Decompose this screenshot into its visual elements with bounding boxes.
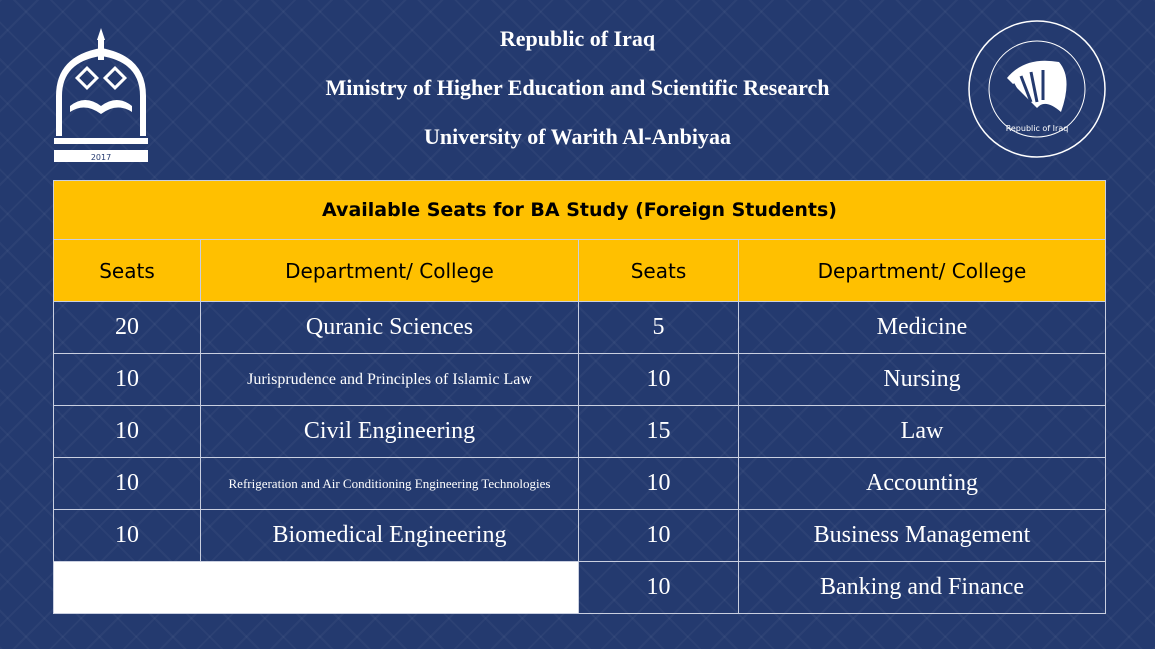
seats-table: Available Seats for BA Study (Foreign St… [53, 180, 1106, 614]
department-cell: Banking and Finance [738, 561, 1106, 614]
seats-cell: 15 [578, 405, 739, 458]
table-row: 10 Biomedical Engineering 10 Business Ma… [53, 509, 1106, 562]
header-ministry: Ministry of Higher Education and Scienti… [325, 75, 830, 100]
header-university: University of Warith Al-Anbiyaa [423, 124, 731, 149]
table-row: 10 Jurisprudence and Principles of Islam… [53, 353, 1106, 406]
department-cell: Jurisprudence and Principles of Islamic … [200, 353, 579, 406]
department-cell: Law [738, 405, 1106, 458]
department-cell: Refrigeration and Air Conditioning Engin… [200, 457, 579, 510]
seats-cell: 5 [578, 301, 739, 354]
table-row: 10 Refrigeration and Air Conditioning En… [53, 457, 1106, 510]
svg-text:2017: 2017 [91, 153, 111, 162]
seats-cell: 10 [53, 405, 201, 458]
department-cell: Accounting [738, 457, 1106, 510]
header-country: Republic of Iraq [499, 26, 656, 51]
department-cell: Nursing [738, 353, 1106, 406]
seats-cell: 10 [53, 457, 201, 510]
col-header-seats: Seats [578, 239, 739, 302]
table-row: 10 Civil Engineering 15 Law [53, 405, 1106, 458]
seats-cell: 10 [578, 353, 739, 406]
table-title: Available Seats for BA Study (Foreign St… [53, 180, 1106, 240]
department-cell: Quranic Sciences [200, 301, 579, 354]
ministry-seal: Republic of Iraq [968, 20, 1106, 158]
col-header-department: Department/ College [200, 239, 579, 302]
seats-cell: 20 [53, 301, 201, 354]
col-header-seats: Seats [53, 239, 201, 302]
empty-cell [53, 561, 579, 614]
department-cell: Business Management [738, 509, 1106, 562]
university-logo: 2017 [54, 28, 148, 162]
col-header-department: Department/ College [738, 239, 1106, 302]
svg-text:Republic of Iraq: Republic of Iraq [1006, 124, 1069, 133]
table-row: 10 Banking and Finance [53, 561, 1106, 614]
seats-cell: 10 [578, 509, 739, 562]
department-cell: Medicine [738, 301, 1106, 354]
seats-cell: 10 [578, 457, 739, 510]
department-cell: Biomedical Engineering [200, 509, 579, 562]
seats-cell: 10 [578, 561, 739, 614]
seats-cell: 10 [53, 509, 201, 562]
table-row: 20 Quranic Sciences 5 Medicine [53, 301, 1106, 354]
seats-cell: 10 [53, 353, 201, 406]
department-cell: Civil Engineering [200, 405, 579, 458]
